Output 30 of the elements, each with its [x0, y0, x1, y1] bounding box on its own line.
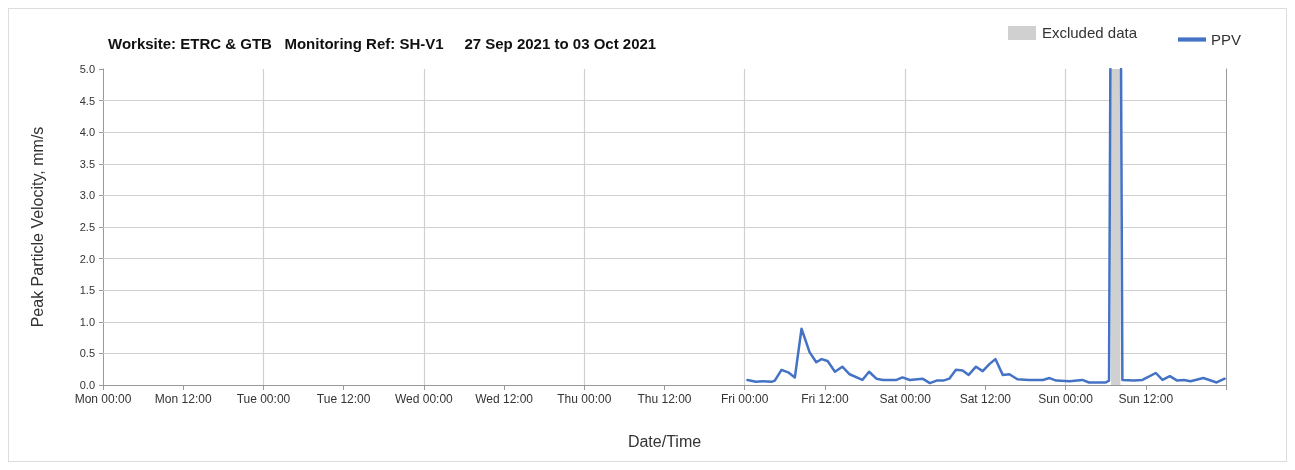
x-axis-title: Date/Time: [627, 432, 702, 450]
x-tick-label: Wed 12:00: [475, 392, 534, 406]
x-tick-label: Fri 00:00: [721, 392, 769, 406]
y-tick-label: 1.5: [79, 284, 95, 297]
x-tick-label: Sun 12:00: [1118, 392, 1174, 406]
x-tick-label: Tue 12:00: [316, 392, 371, 406]
y-tick-label: 3.5: [79, 157, 95, 170]
x-tick-label: Mon 12:00: [154, 392, 212, 406]
y-tick-label: 5.0: [79, 63, 95, 75]
x-tick-label: Fri 12:00: [801, 392, 849, 406]
y-tick-label: 0.0: [79, 379, 95, 391]
x-tick-label: Tue 00:00: [236, 392, 291, 406]
x-tick-label: Thu 12:00: [637, 392, 692, 406]
y-tick-label: 0.5: [79, 347, 95, 360]
y-tick-label: 2.5: [79, 221, 95, 233]
x-tick-label: Thu 00:00: [557, 392, 612, 406]
x-tick-label: Sat 12:00: [959, 392, 1012, 406]
legend-label: PPV: [1210, 31, 1241, 48]
x-tick-label: Sun 00:00: [1038, 392, 1094, 406]
y-tick-label: 2.0: [79, 252, 95, 265]
x-tick-label: Mon 00:00: [74, 392, 132, 406]
y-tick-label: 4.0: [79, 126, 95, 139]
y-tick-label: 1.0: [79, 315, 95, 328]
x-tick-label: Wed 00:00: [394, 392, 454, 406]
chart-title: Worksite: ETRC & GTB Monitoring Ref: SH-V1 27 Sep 2021 to 03 Oct 2021: [108, 35, 657, 52]
y-axis-title: Peak Particle Velocity, mm/s: [28, 126, 46, 328]
y-tick-label: 3.0: [79, 189, 95, 202]
x-tick-label: Sat 00:00: [879, 392, 932, 406]
legend-label: Excluded data: [1041, 24, 1137, 41]
y-tick-label: 4.5: [79, 94, 95, 107]
